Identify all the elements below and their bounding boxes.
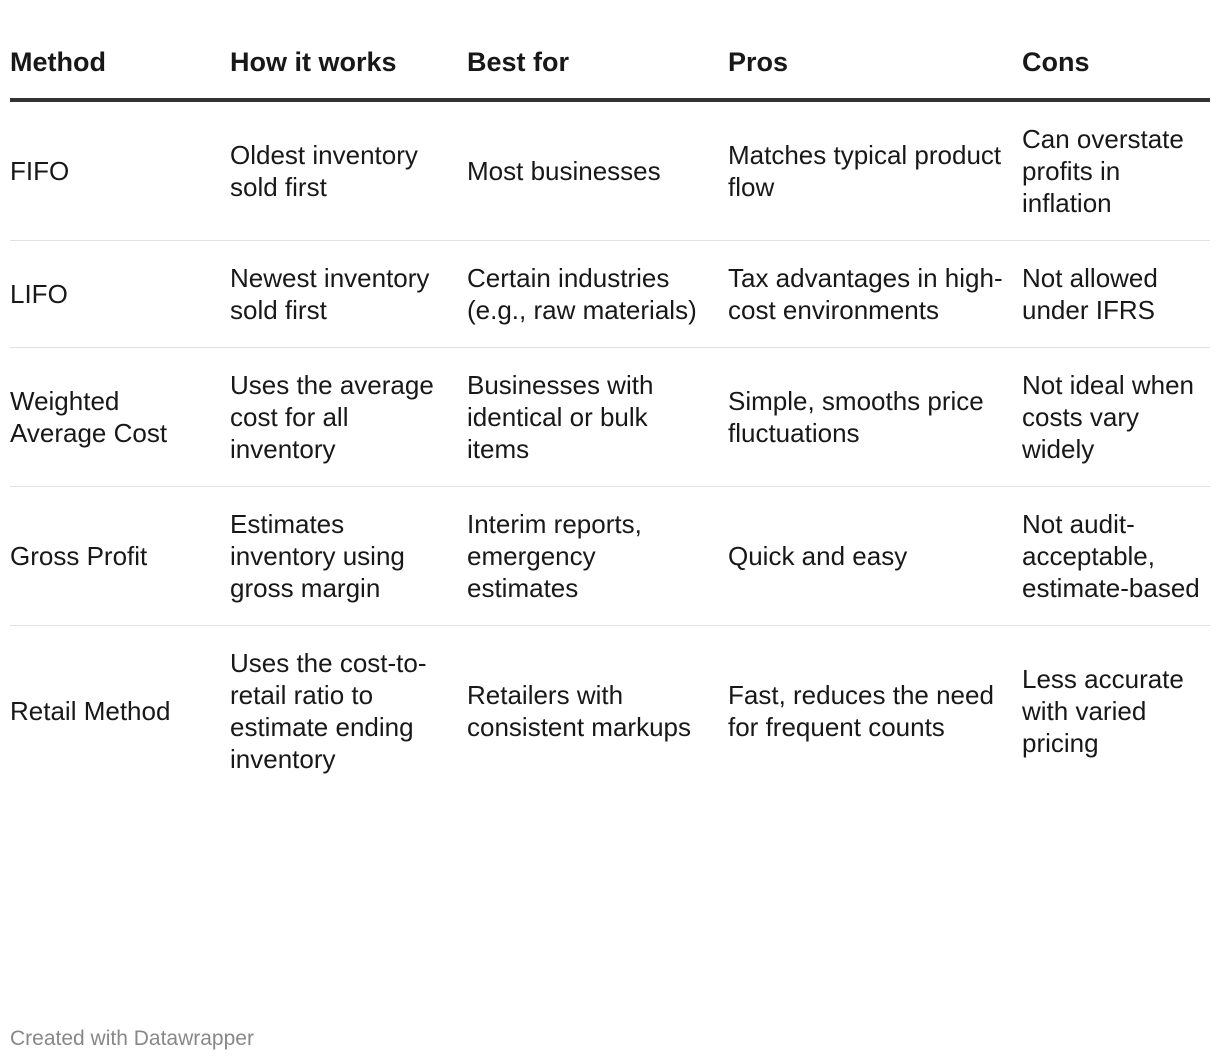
table-header: Method How it works Best for Pros Cons xyxy=(10,44,1210,102)
cell-method: LIFO xyxy=(10,240,230,348)
cell-method: Gross Profit xyxy=(10,486,230,626)
cell-cons: Not audit-acceptable, estimate-based xyxy=(1022,486,1210,626)
cell-how-it-works: Uses the average cost for all inventory xyxy=(230,347,467,487)
cell-best-for: Most businesses xyxy=(467,100,728,241)
cell-method: Retail Method xyxy=(10,696,171,726)
column-header-how-it-works[interactable]: How it works xyxy=(230,44,467,102)
cell-best-for: Interim reports, emergency estimates xyxy=(467,486,728,626)
cell-cons: Can overstate profits in inflation xyxy=(1022,100,1210,241)
cell-pros: Matches typical product flow xyxy=(728,100,1022,241)
cell-method: FIFO xyxy=(10,100,230,241)
column-header-cons[interactable]: Cons xyxy=(1022,44,1210,102)
cell-best-for: Businesses with identical or bulk items xyxy=(467,347,728,487)
table-row: Weighted Average Cost Uses the average c… xyxy=(10,347,1210,487)
cell-how-it-works: Estimates inventory using gross margin xyxy=(230,486,467,626)
table-row: LIFO Newest inventory sold first Certain… xyxy=(10,240,1210,348)
table-row: FIFO Oldest inventory sold first Most bu… xyxy=(10,100,1210,241)
cell-cons: Not ideal when costs vary widely xyxy=(1022,347,1210,487)
column-header-best-for[interactable]: Best for xyxy=(467,44,728,102)
cell-pros: Tax advantages in high-cost environments xyxy=(728,240,1022,348)
cell-pros: Fast, reduces the need for frequent coun… xyxy=(728,680,994,742)
cell-best-for: Certain industries (e.g., raw materials) xyxy=(467,240,728,348)
cell-pros: Simple, smooths price fluctuations xyxy=(728,347,1022,487)
inventory-methods-table: Method How it works Best for Pros Cons F… xyxy=(10,44,1210,796)
cell-best-for: Retailers with consistent markups xyxy=(467,680,691,742)
cell-cons: Less accurate with varied pricing xyxy=(1022,664,1184,758)
column-header-pros[interactable]: Pros xyxy=(728,44,1022,102)
table-row: Retail Method Uses the cost-to-retail ra… xyxy=(10,626,1210,797)
cell-how-it-works: Uses the cost-to-retail ratio to estimat… xyxy=(230,648,427,774)
cell-pros: Quick and easy xyxy=(728,486,1022,626)
header-row: Method How it works Best for Pros Cons xyxy=(10,44,1210,102)
datawrapper-credit: Created with Datawrapper xyxy=(10,1027,254,1050)
cell-cons: Not allowed under IFRS xyxy=(1022,240,1210,348)
cell-how-it-works: Newest inventory sold first xyxy=(230,240,467,348)
comparison-table-container: Method How it works Best for Pros Cons F… xyxy=(10,44,1210,796)
table-row: Gross Profit Estimates inventory using g… xyxy=(10,486,1210,626)
cell-how-it-works: Oldest inventory sold first xyxy=(230,100,467,241)
column-header-method[interactable]: Method xyxy=(10,44,230,102)
cell-method: Weighted Average Cost xyxy=(10,347,230,487)
table-body: FIFO Oldest inventory sold first Most bu… xyxy=(10,100,1210,796)
